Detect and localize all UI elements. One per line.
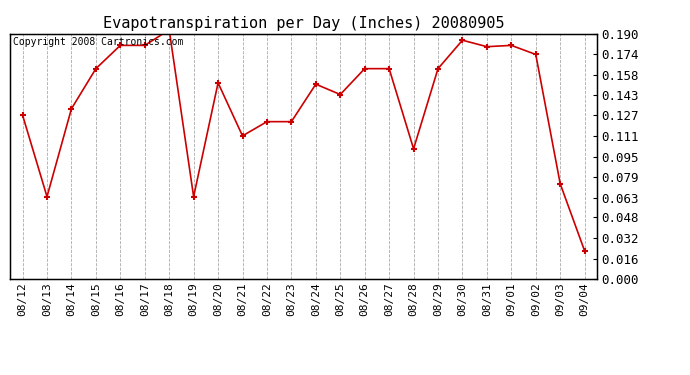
Title: Evapotranspiration per Day (Inches) 20080905: Evapotranspiration per Day (Inches) 2008… (103, 16, 504, 31)
Text: Copyright 2008 Cartronics.com: Copyright 2008 Cartronics.com (13, 38, 184, 47)
